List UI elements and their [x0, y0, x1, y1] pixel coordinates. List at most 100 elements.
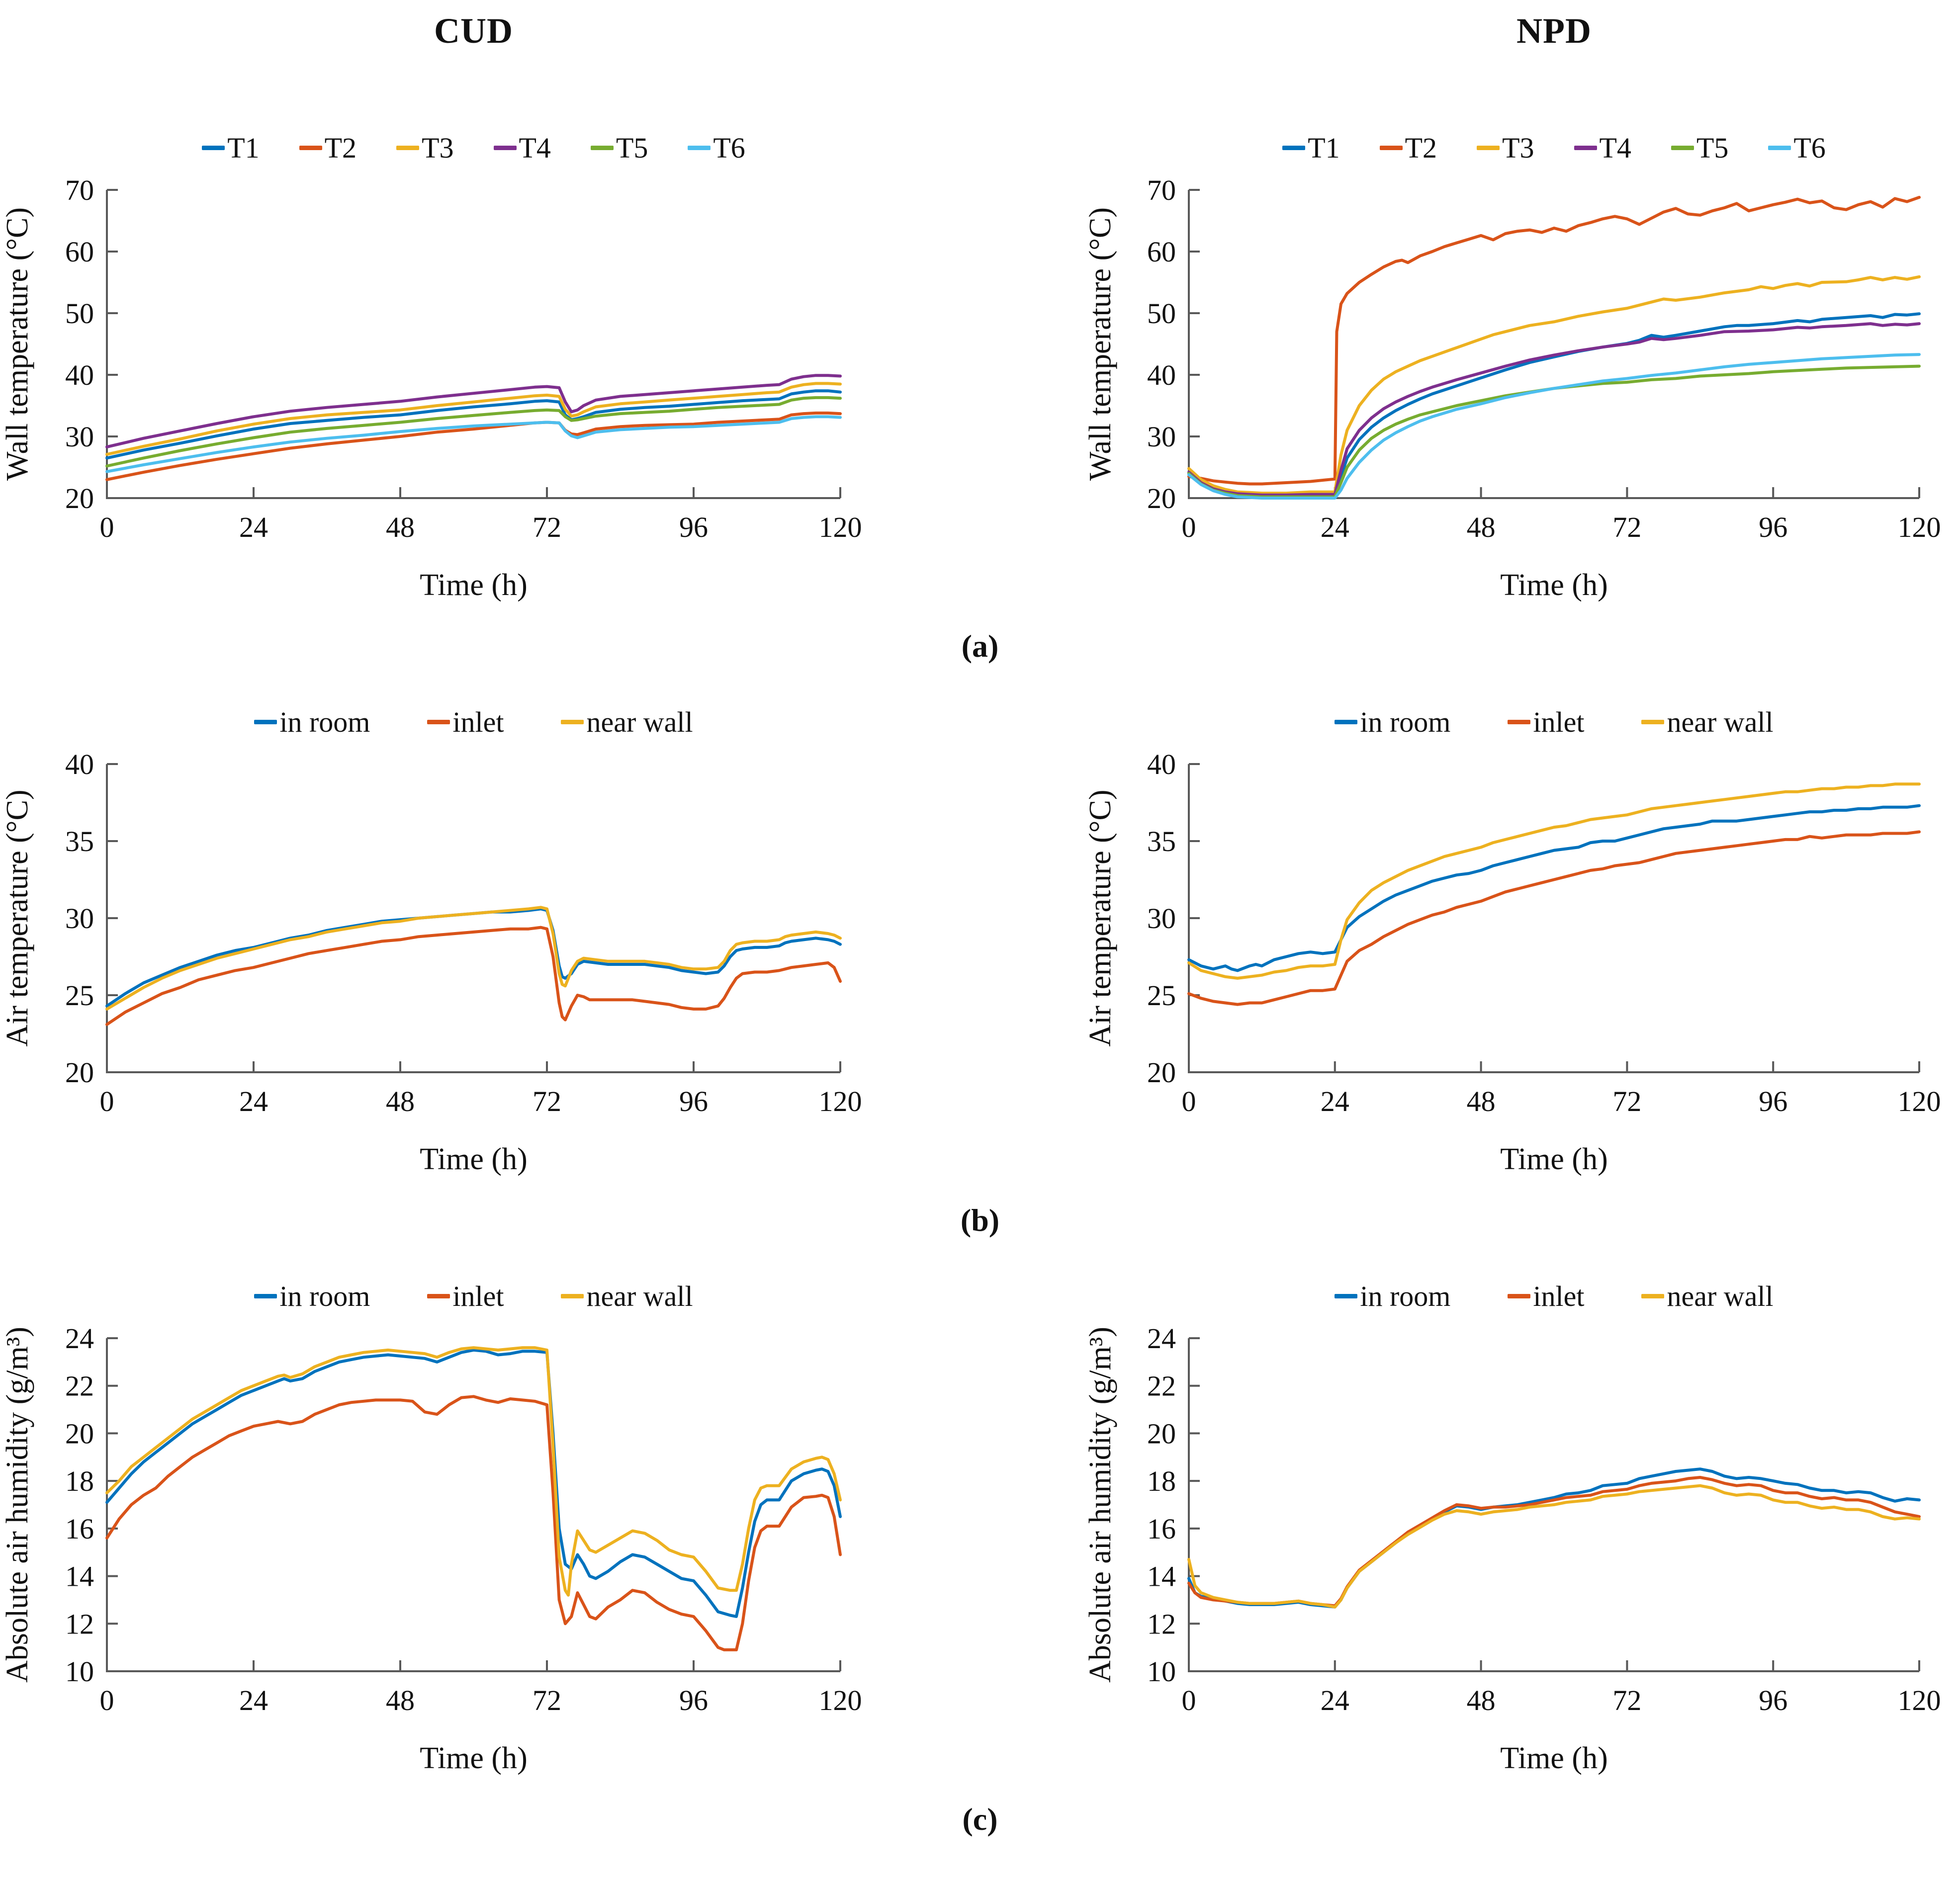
x-tick-label: 120	[1898, 511, 1941, 543]
x-axis-label: Time (h)	[420, 1142, 527, 1176]
axis-spines	[106, 764, 840, 1073]
series-in-room	[1187, 1467, 1921, 1609]
legend-item-T3: T3	[1477, 131, 1534, 165]
y-tick-label: 14	[65, 1560, 94, 1593]
chart-air-temperature-npd: 0 24 48 72 96 120 20 25 30 35 40 Time (h) Air temper…	[1083, 748, 1941, 1176]
x-tick-label: 0	[100, 1684, 114, 1716]
x-tick-label: 120	[819, 511, 862, 543]
series-in-room	[105, 1348, 842, 1618]
series-T4	[1187, 322, 1921, 497]
y-tick-label: 70	[65, 174, 94, 206]
legend-label: inlet	[1533, 1280, 1585, 1312]
series-near-wall	[105, 906, 842, 1011]
series-inlet	[105, 926, 842, 1026]
series-inlet	[1187, 830, 1921, 1006]
legend-line-sample	[688, 145, 711, 150]
y-tick-label: 16	[65, 1513, 94, 1545]
y-tick-label: 30	[1147, 902, 1176, 935]
column-title-cud: CUD	[434, 11, 513, 51]
series-near-wall	[1187, 782, 1921, 980]
x-tick-label: 120	[819, 1085, 862, 1117]
series-T6	[105, 415, 842, 473]
y-tick-label: 35	[1147, 825, 1176, 857]
legend-item-in-room: in room	[254, 1280, 370, 1313]
legend-item-T6: T6	[688, 131, 745, 165]
y-tick-label: 12	[1147, 1608, 1176, 1640]
legend-item-T4: T4	[493, 131, 551, 165]
x-tick-label: 96	[679, 511, 708, 543]
panel-wall-npd: NPD T1 T2 T3 T4 T5 T6 0 24 48 72 96 120 20 30 40 50 60 7…	[980, 6, 1960, 617]
legend-item-near-wall: near wall	[561, 1280, 693, 1313]
legend-item-in-room: in room	[1335, 1280, 1450, 1313]
x-tick-label: 96	[679, 1085, 708, 1117]
y-tick-label: 24	[1147, 1322, 1176, 1355]
legend-line-sample	[1671, 145, 1694, 150]
legend-line-sample	[1477, 145, 1500, 150]
panel-label-c: (c)	[962, 1801, 998, 1837]
legend-item-T2: T2	[299, 131, 356, 165]
x-tick-label: 24	[1321, 511, 1349, 543]
x-tick-label: 72	[1612, 1684, 1641, 1716]
y-tick-label: 30	[65, 902, 94, 935]
y-tick-label: 50	[1147, 297, 1176, 330]
y-tick-label: 20	[65, 1417, 94, 1450]
legend-line-sample	[1335, 719, 1358, 724]
legend-humidity-cud: in room inlet near wall	[107, 1274, 840, 1318]
y-tick-label: 16	[1147, 1513, 1176, 1545]
x-axis-label: Time (h)	[1500, 1142, 1607, 1176]
series-T1	[1187, 312, 1921, 498]
legend-line-sample	[1641, 719, 1665, 724]
x-tick-label: 0	[1182, 1684, 1196, 1716]
legend-item-near-wall: near wall	[1641, 1280, 1774, 1313]
y-tick-label: 25	[65, 979, 94, 1012]
panel-air-npd: in room inlet near wall 0 24 48 72 96 120 20 25 30…	[980, 689, 1960, 1192]
legend-line-sample	[202, 145, 225, 150]
legend-item-in-room: in room	[254, 705, 370, 739]
row-absolute-humidity: in room inlet near wall 0 24 48 72 96 120 10 12 14…	[0, 1259, 1960, 1791]
x-tick-label: 0	[1182, 511, 1196, 543]
x-tick-label: 72	[1612, 1085, 1641, 1117]
legend-item-T5: T5	[1671, 131, 1728, 165]
legend-label: in room	[1360, 705, 1451, 738]
y-axis-label: Air temperature (°C)	[0, 789, 34, 1046]
y-tick-label: 12	[65, 1608, 94, 1640]
series-near-wall	[105, 1346, 842, 1597]
x-tick-label: 48	[386, 1684, 415, 1716]
panel-label-a: (a)	[961, 628, 999, 664]
legend-label: T4	[519, 131, 551, 164]
legend-item-near-wall: near wall	[1641, 705, 1774, 739]
y-tick-label: 30	[65, 421, 94, 453]
legend-item-T4: T4	[1574, 131, 1631, 165]
legend-label: T3	[422, 131, 454, 164]
legend-air-cud: in room inlet near wall	[107, 699, 840, 744]
y-tick-label: 20	[65, 482, 94, 514]
legend-item-near-wall: near wall	[561, 705, 693, 739]
x-tick-label: 0	[100, 511, 114, 543]
series-in-room	[1187, 804, 1921, 972]
y-axis-label: Wall temperature (°C)	[1083, 207, 1117, 481]
legend-line-sample	[493, 145, 517, 150]
legend-item-T5: T5	[590, 131, 648, 165]
series-T4	[105, 374, 842, 449]
legend-label: T2	[1405, 131, 1437, 164]
legend-item-inlet: inlet	[427, 1280, 504, 1313]
x-axis-label: Time (h)	[1500, 1741, 1607, 1775]
legend-label: T4	[1599, 131, 1631, 164]
x-tick-label: 0	[1182, 1085, 1196, 1117]
legend-label: inlet	[452, 1280, 504, 1312]
y-tick-label: 20	[65, 1056, 94, 1089]
y-axis-label: Wall temperature (°C)	[0, 207, 34, 481]
legend-wall-npd: T1 T2 T3 T4 T5 T6	[1189, 125, 1919, 170]
y-tick-label: 60	[1147, 236, 1176, 268]
x-tick-label: 0	[100, 1085, 114, 1117]
legend-line-sample	[427, 1293, 450, 1298]
x-tick-label: 48	[1467, 1085, 1496, 1117]
y-tick-label: 50	[65, 297, 94, 330]
legend-label: T6	[1793, 131, 1826, 164]
legend-line-sample	[396, 145, 420, 150]
legend-label: T5	[616, 131, 648, 164]
x-tick-label: 72	[533, 1085, 561, 1117]
legend-item-T6: T6	[1768, 131, 1826, 165]
legend-label: T1	[1308, 131, 1340, 164]
legend-air-npd: in room inlet near wall	[1189, 699, 1919, 744]
